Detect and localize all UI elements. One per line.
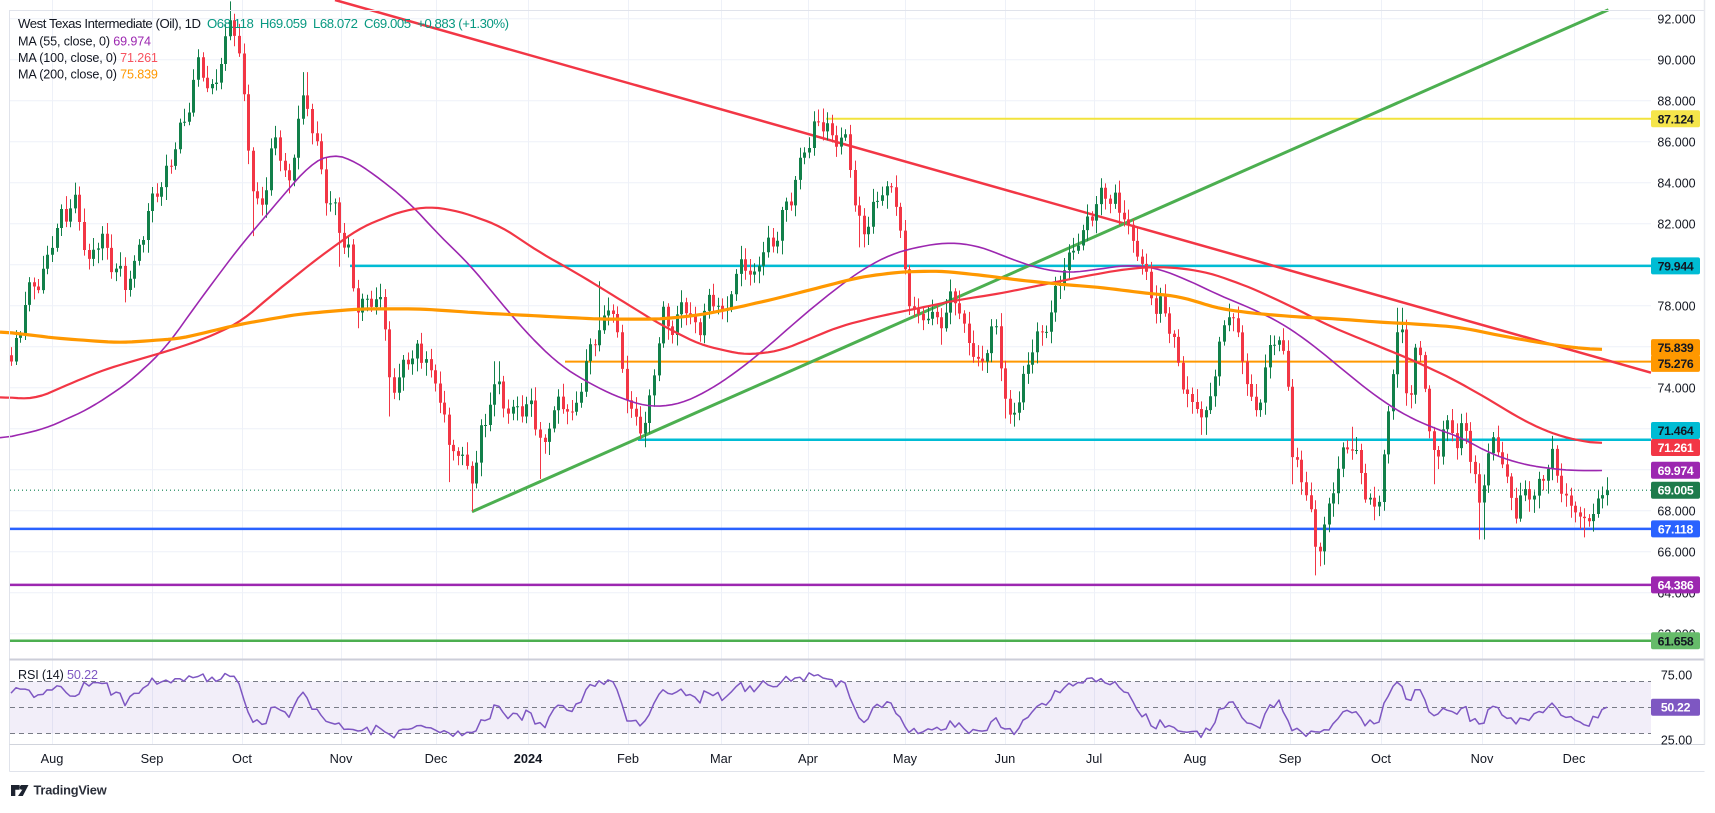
svg-text:Nov: Nov	[330, 751, 353, 766]
svg-text:69.005: 69.005	[1658, 484, 1694, 498]
svg-text:Sep: Sep	[141, 751, 164, 766]
svg-text:MA (200, close, 0) 75.839: MA (200, close, 0) 75.839	[18, 68, 158, 82]
svg-text:Feb: Feb	[617, 751, 639, 766]
svg-text:Mar: Mar	[710, 751, 733, 766]
svg-text:61.658: 61.658	[1658, 634, 1694, 648]
svg-text:Dec: Dec	[1563, 751, 1586, 766]
svg-text:86.000: 86.000	[1657, 135, 1695, 149]
svg-text:Apr: Apr	[798, 751, 819, 766]
svg-text:West Texas Intermediate (Oil),: West Texas Intermediate (Oil), 1D O68.11…	[18, 16, 509, 31]
svg-text:75.00: 75.00	[1661, 669, 1692, 683]
svg-text:Sep: Sep	[1279, 751, 1302, 766]
svg-text:71.464: 71.464	[1658, 424, 1694, 438]
svg-text:MA (55, close, 0) 69.974: MA (55, close, 0) 69.974	[18, 35, 151, 49]
svg-text:TradingView: TradingView	[34, 783, 107, 798]
svg-text:68.000: 68.000	[1657, 504, 1695, 518]
svg-text:88.000: 88.000	[1657, 94, 1695, 108]
svg-text:2024: 2024	[514, 751, 543, 766]
svg-text:May: May	[893, 751, 918, 766]
svg-text:Oct: Oct	[232, 751, 252, 766]
svg-text:92.000: 92.000	[1657, 12, 1695, 26]
svg-text:84.000: 84.000	[1657, 176, 1695, 190]
svg-text:67.118: 67.118	[1658, 522, 1694, 536]
svg-text:Dec: Dec	[425, 751, 448, 766]
svg-text:78.000: 78.000	[1657, 299, 1695, 313]
svg-text:75.276: 75.276	[1658, 357, 1694, 371]
svg-text:Jul: Jul	[1086, 751, 1102, 766]
svg-text:Aug: Aug	[1184, 751, 1207, 766]
svg-text:Nov: Nov	[1471, 751, 1494, 766]
svg-text:82.000: 82.000	[1657, 217, 1695, 231]
svg-text:66.000: 66.000	[1657, 545, 1695, 559]
svg-text:71.261: 71.261	[1658, 441, 1694, 455]
svg-text:50.22: 50.22	[1661, 701, 1691, 715]
svg-text:75.839: 75.839	[1658, 341, 1694, 355]
svg-text:Oct: Oct	[1371, 751, 1391, 766]
svg-text:25.00: 25.00	[1661, 734, 1692, 748]
svg-text:87.124: 87.124	[1658, 112, 1694, 126]
svg-text:74.000: 74.000	[1657, 381, 1695, 395]
svg-text:79.944: 79.944	[1658, 259, 1694, 273]
svg-text:MA (100, close, 0) 71.261: MA (100, close, 0) 71.261	[18, 51, 158, 65]
svg-text:Aug: Aug	[41, 751, 64, 766]
svg-text:90.000: 90.000	[1657, 53, 1695, 67]
svg-text:RSI (14) 50.22: RSI (14) 50.22	[18, 668, 98, 682]
svg-text:69.974: 69.974	[1658, 464, 1694, 478]
svg-text:Jun: Jun	[995, 751, 1016, 766]
svg-text:64.386: 64.386	[1658, 578, 1694, 592]
